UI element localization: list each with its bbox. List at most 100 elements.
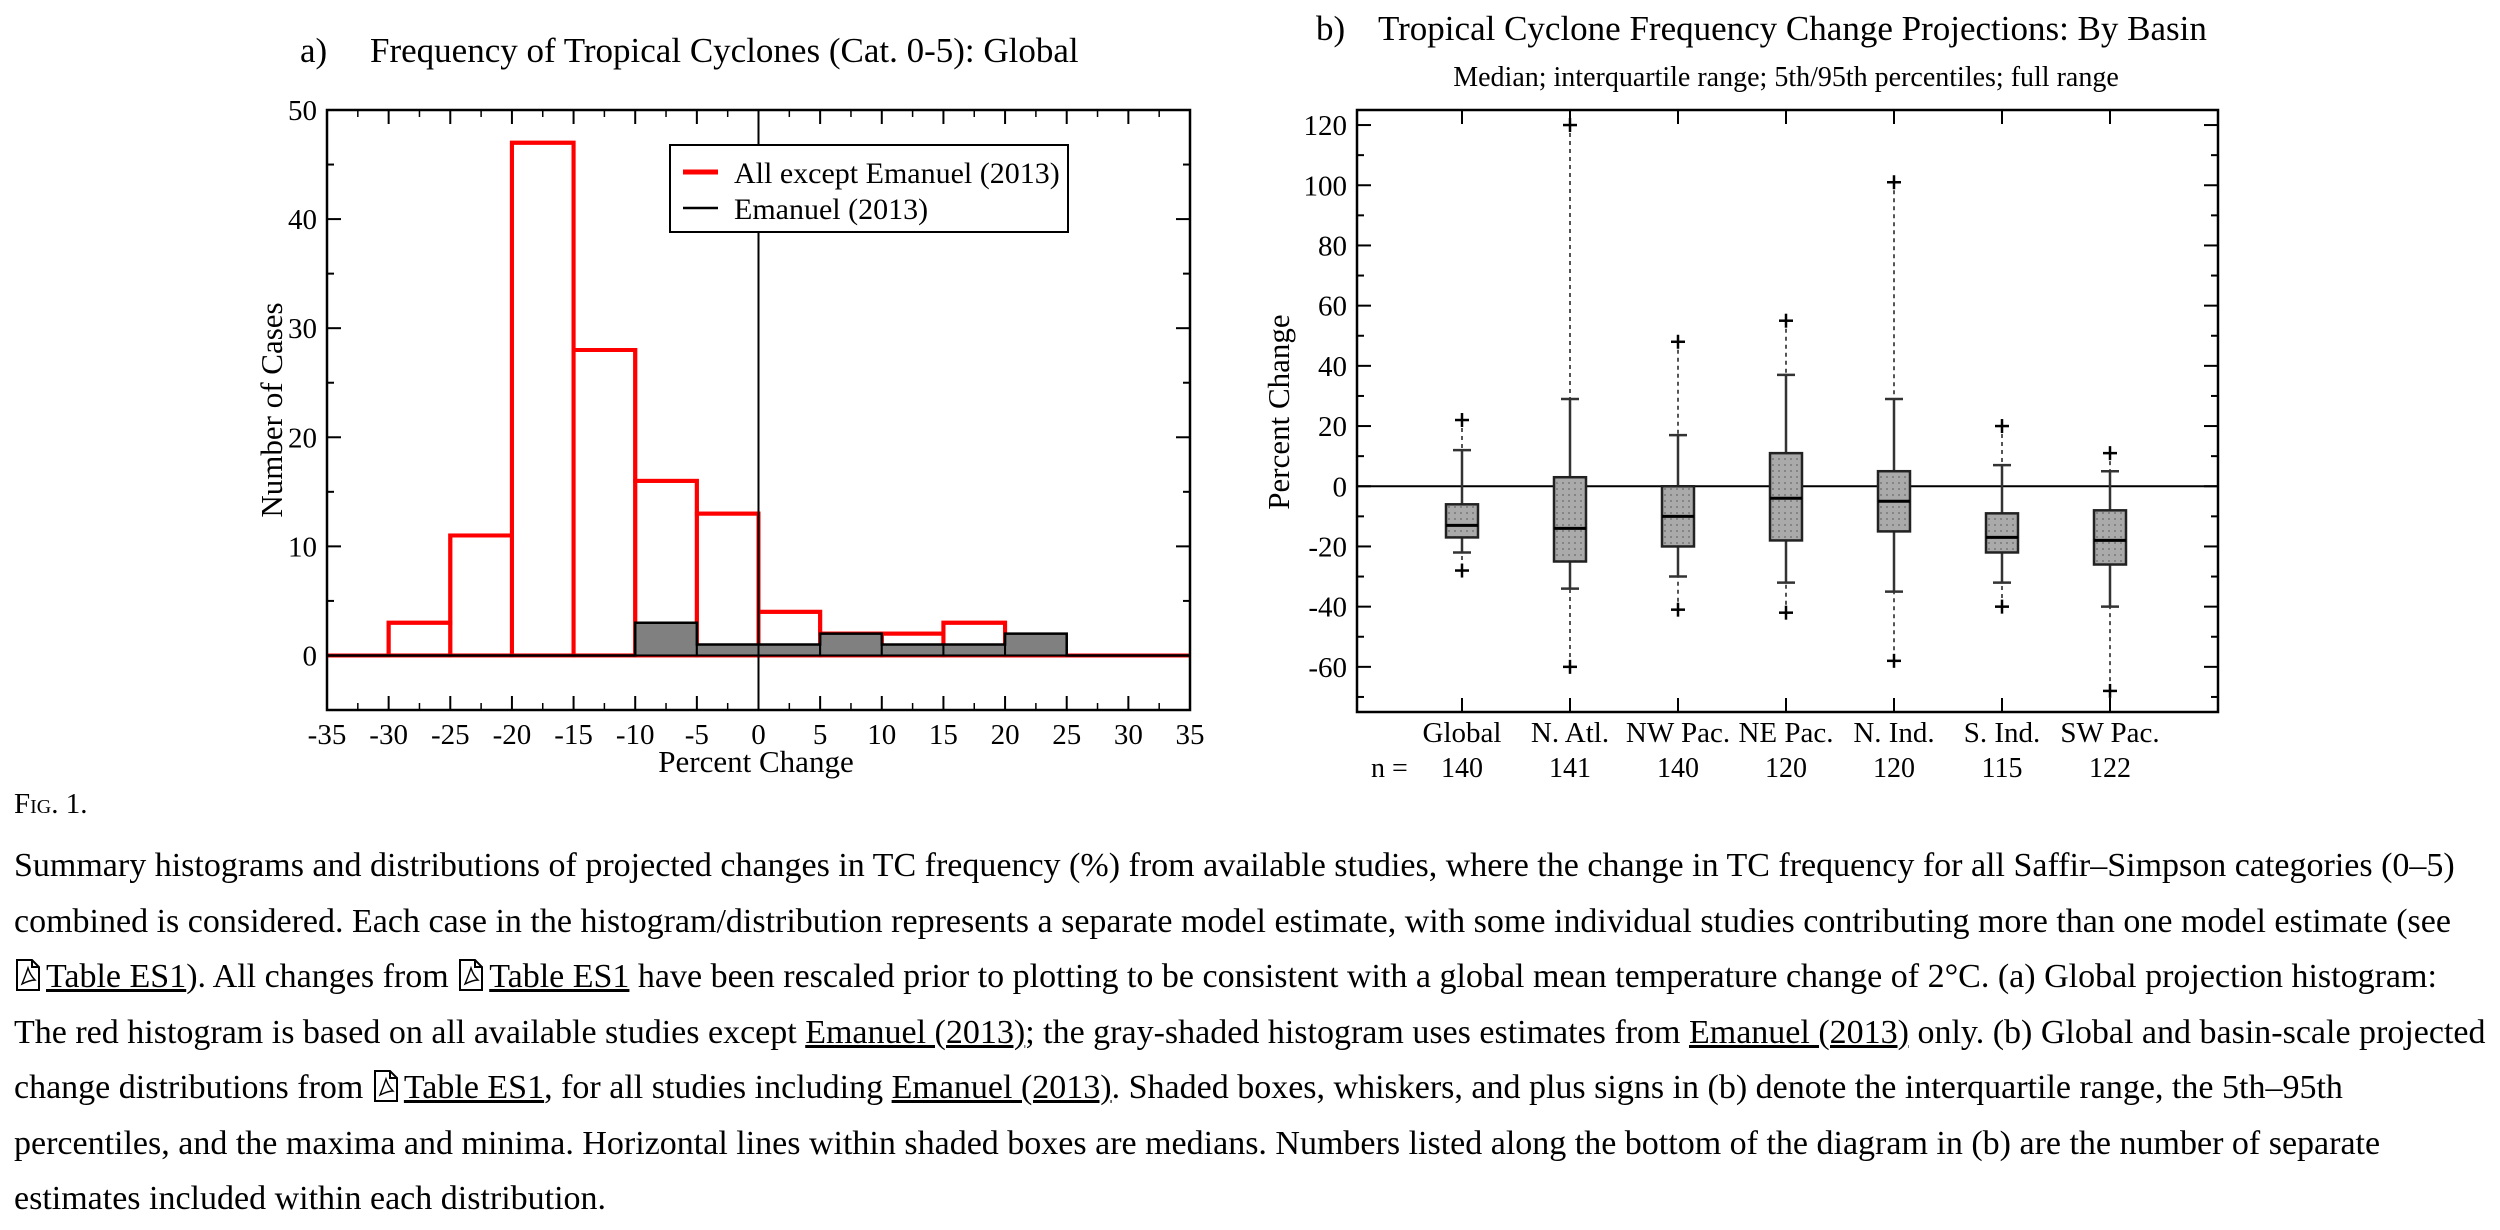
y-tick-label: 100 (1304, 170, 1348, 202)
histogram-bar-emanuel (1004, 632, 1068, 657)
figure-label-rest: ig. (30, 788, 59, 820)
x-tick-label: -35 (308, 719, 347, 751)
category-label: NW Pac. (1626, 717, 1730, 749)
y-tick-label: 20 (288, 422, 317, 454)
histogram-bar-emanuel (819, 632, 883, 657)
n-count-label: 115 (1982, 753, 2023, 784)
y-tick-label: -60 (1308, 652, 1347, 684)
category-label: N. Ind. (1853, 717, 1934, 749)
x-tick-label: 20 (991, 719, 1020, 751)
histogram-bar-all-except-emanuel (509, 140, 576, 658)
histogram-title: Frequency of Tropical Cyclones (Cat. 0-5… (370, 31, 1079, 70)
figure-number: 1. (65, 788, 88, 820)
caption-text: only. (b) Global and basin-scale project… (14, 1013, 2486, 1107)
x-tick-label: 15 (929, 719, 958, 751)
boxplot-category-labels: Global 140 N. Atl. 141 NW Pac. 140 NE Pac. 120 N… (1423, 717, 2160, 784)
emanuel-2013-link[interactable]: Emanuel (2013) (891, 1069, 1112, 1106)
panel-a-label: a) (300, 31, 327, 70)
caption-text: ; the gray-shaded histogram uses estimat… (1025, 1013, 1689, 1051)
legend-box (669, 144, 1069, 233)
x-tick-label: -15 (554, 719, 593, 751)
caption-text: Summary histograms and distributions of … (14, 847, 2455, 940)
histogram-bar-emanuel (695, 643, 760, 657)
x-tick-label: -5 (685, 719, 709, 751)
emanuel-2013-link[interactable]: Emanuel (2013) (1688, 1013, 1909, 1051)
x-tick-label: -25 (431, 719, 470, 751)
x-tick-label: 30 (1114, 719, 1143, 751)
boxplot-panel: b) Tropical Cyclone Frequency Change Pro… (1261, 9, 2220, 784)
x-tick-label: 0 (751, 719, 766, 751)
histogram-bars-emanuel (327, 621, 1190, 657)
x-tick-label: -10 (616, 719, 655, 751)
histogram-bar-emanuel (942, 643, 1007, 657)
y-tick-label: 40 (288, 204, 317, 236)
emanuel-2013-link[interactable]: Emanuel (2013) (805, 1013, 1026, 1051)
interquartile-box (1984, 512, 2020, 554)
category-label: SW Pac. (2060, 717, 2159, 749)
caption-text: , for all studies including (544, 1069, 892, 1106)
interquartile-box (1768, 451, 1804, 542)
caption-text: ). All changes from (186, 958, 458, 995)
caption-text: . Shaded boxes, whiskers, and plus signs… (14, 1069, 2381, 1217)
legend-label-all-except-emanuel: All except Emanuel (2013) (734, 157, 1060, 190)
histogram-legend: All except Emanuel (2013) Emanuel (2013) (669, 144, 1069, 233)
n-count-label: 141 (1549, 753, 1591, 784)
y-tick-label: 30 (288, 313, 317, 345)
x-tick-label: -20 (493, 719, 532, 751)
histogram-outline-all-except-emanuel (327, 140, 1190, 658)
y-tick-label: 0 (1333, 471, 1348, 503)
figure-label: Fig. 1. (14, 788, 88, 821)
histogram-panel: a) Frequency of Tropical Cyclones (Cat. … (254, 31, 1205, 779)
y-tick-label: 120 (1304, 110, 1348, 142)
x-tick-label: 10 (867, 719, 896, 751)
table-es1-link[interactable]: Table ES1 (403, 1069, 545, 1106)
figure-caption: Summary histograms and distributions of … (14, 838, 2489, 1227)
x-tick-label: 35 (1176, 719, 1205, 751)
panel-b-label: b) (1316, 9, 1345, 48)
x-tick-label: -30 (369, 719, 408, 751)
y-tick-label: 60 (1318, 291, 1347, 323)
y-tick-label: -20 (1308, 531, 1347, 563)
histogram-y-axis-label: Number of Cases (254, 302, 289, 517)
histogram-x-axis-label: Percent Change (658, 744, 853, 779)
histogram-bar-all-except-emanuel (571, 348, 638, 658)
boxplot-boxes (1444, 118, 2128, 698)
figure-label-prefix: F (14, 788, 31, 820)
histogram-outline-emanuel (327, 621, 1190, 657)
boxplot-y-tick-labels: -60 -40 -20 0 20 40 60 80 100 120 (1304, 110, 1348, 684)
histogram-bar-all-except-emanuel (386, 620, 453, 658)
histogram-bar-emanuel (634, 621, 698, 657)
y-tick-label: 50 (288, 95, 317, 127)
category-label: Global (1423, 717, 1502, 749)
n-count-label: 140 (1657, 753, 1699, 784)
histogram-x-tick-labels: -35 -30 -25 -20 -15 -10 -5 0 5 10 15 20 25 30 35 (308, 719, 1205, 751)
n-count-label: 120 (1765, 753, 1807, 784)
interquartile-box (1552, 475, 1588, 563)
n-count-label: 122 (2089, 753, 2131, 784)
pdf-icon (459, 959, 484, 991)
caption-text: have been rescaled prior to plotting to … (14, 958, 2437, 1051)
histogram-frame (325, 108, 1192, 712)
table-es1-link[interactable]: Table ES1 (489, 958, 630, 995)
figure: a) Frequency of Tropical Cyclones (Cat. … (254, 9, 2220, 784)
y-tick-label: 20 (1318, 411, 1347, 443)
category-label: N. Atl. (1531, 717, 1609, 749)
n-count-label: 120 (1873, 753, 1915, 784)
interquartile-box (1444, 503, 1480, 539)
pdf-icon (373, 1070, 398, 1102)
y-tick-label: 0 (303, 640, 318, 672)
histogram-y-tick-labels: 0 10 20 30 40 50 (288, 95, 317, 672)
boxplot-ticks (1357, 110, 2218, 712)
pdf-icon (16, 959, 40, 991)
interquartile-box (2092, 509, 2128, 566)
boxplot-frame (1355, 108, 2220, 714)
histogram-bar-all-except-emanuel (694, 511, 761, 658)
category-label: NE Pac. (1738, 717, 1833, 749)
table-es1-link[interactable]: Table ES1 (46, 958, 187, 995)
histogram-bar-emanuel (880, 643, 945, 657)
y-tick-label: 80 (1318, 230, 1347, 262)
y-tick-label: 10 (288, 531, 317, 563)
boxplot-subtitle: Median; interquartile range; 5th/95th pe… (1453, 62, 2119, 93)
histogram-bar-all-except-emanuel (448, 533, 514, 658)
y-tick-label: 40 (1318, 351, 1347, 383)
